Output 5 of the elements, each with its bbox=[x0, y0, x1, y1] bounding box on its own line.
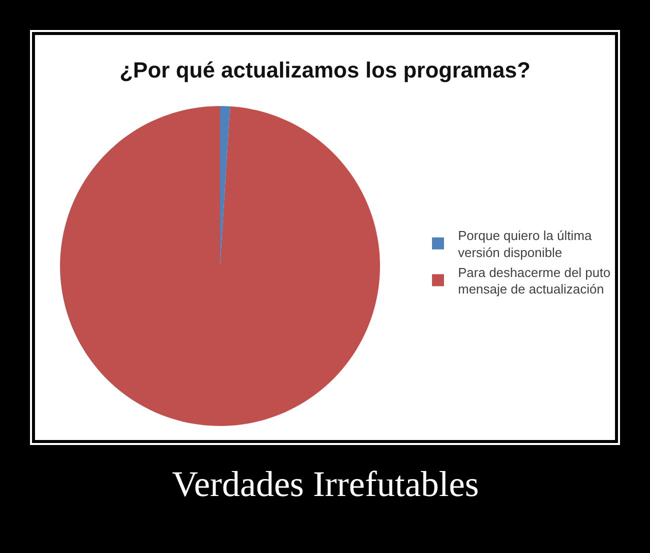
chart-title: ¿Por qué actualizamos los programas? bbox=[120, 58, 530, 83]
pie-slice bbox=[60, 106, 380, 426]
legend-label: Para deshacerme del puto mensaje de actualización bbox=[458, 264, 610, 297]
legend-label: Porque quiero la última versión disponible bbox=[458, 228, 592, 260]
text: Verdades Irrefutables bbox=[172, 464, 479, 504]
